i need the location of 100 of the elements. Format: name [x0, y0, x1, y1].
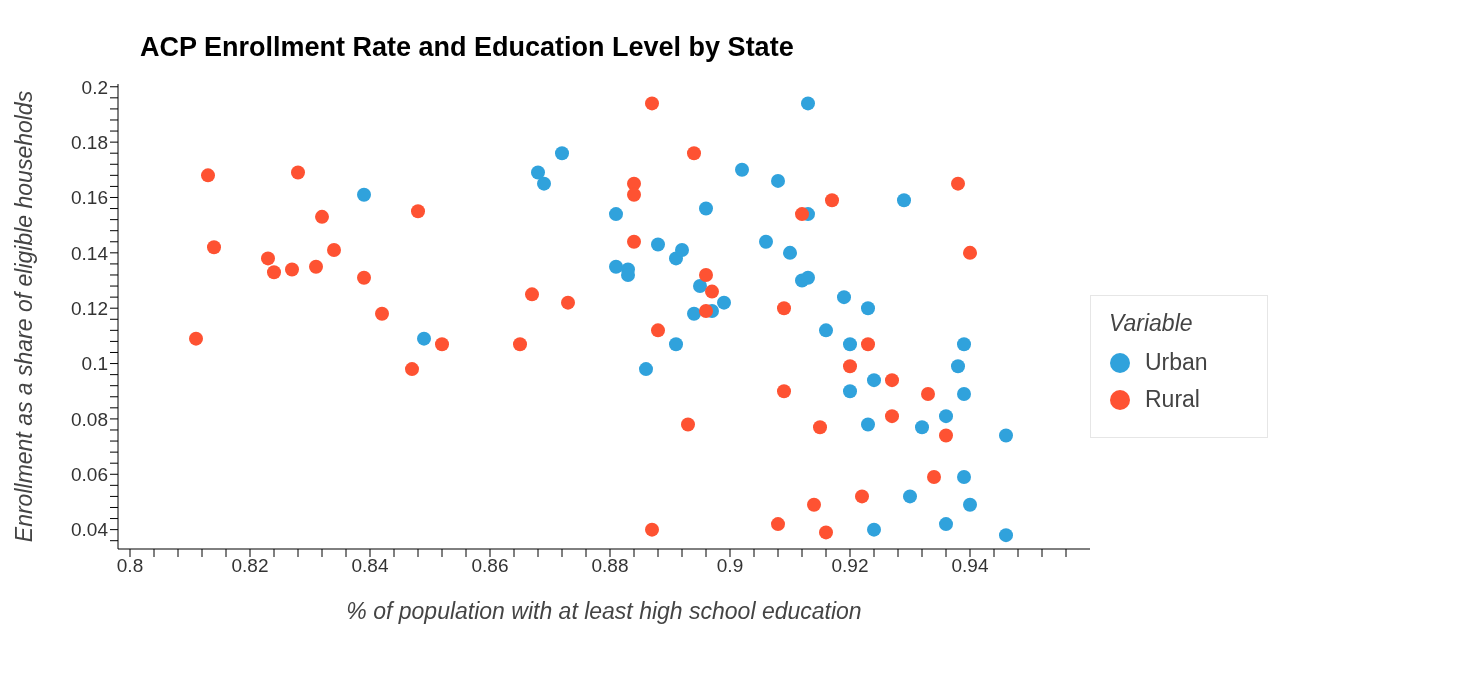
- point: [903, 489, 917, 504]
- point: [855, 489, 869, 504]
- point: [261, 251, 275, 266]
- point: [885, 409, 899, 424]
- point: [639, 362, 653, 377]
- point: [609, 259, 623, 274]
- point: [675, 243, 689, 258]
- chart-title: ACP Enrollment Rate and Education Level by State: [139, 31, 795, 64]
- point: [801, 96, 815, 111]
- y-tick-label: 0.18: [71, 131, 108, 153]
- point: [651, 237, 665, 252]
- point: [867, 522, 881, 537]
- point: [861, 337, 875, 352]
- legend-label: Rural: [1145, 386, 1200, 413]
- point: [285, 262, 299, 277]
- point: [717, 295, 731, 310]
- point: [651, 323, 665, 338]
- point: [885, 373, 899, 388]
- legend-label: Urban: [1145, 349, 1208, 376]
- point: [957, 337, 971, 352]
- x-tick-label: 0.86: [471, 555, 509, 577]
- point: [561, 295, 575, 310]
- point: [963, 245, 977, 260]
- point: [771, 517, 785, 532]
- point: [201, 168, 215, 183]
- point: [843, 337, 857, 352]
- point: [837, 290, 851, 305]
- point: [537, 176, 551, 191]
- point: [645, 96, 659, 111]
- point: [327, 243, 341, 258]
- point: [999, 528, 1013, 543]
- point: [957, 470, 971, 485]
- x-axis-title: % of population with at least high school education: [346, 598, 862, 624]
- point: [735, 162, 749, 177]
- point: [681, 417, 695, 432]
- point: [777, 301, 791, 316]
- point: [411, 204, 425, 219]
- point: [699, 201, 713, 216]
- point: [843, 359, 857, 374]
- x-tick-label: 0.8: [116, 555, 144, 577]
- point: [825, 193, 839, 208]
- point: [963, 497, 977, 512]
- point: [813, 420, 827, 435]
- point: [357, 187, 371, 202]
- point: [777, 384, 791, 399]
- x-tick-label: 0.88: [591, 555, 629, 577]
- point: [189, 331, 203, 346]
- point: [939, 409, 953, 424]
- point: [267, 265, 281, 280]
- point: [897, 193, 911, 208]
- x-tick-label: 0.92: [831, 555, 869, 577]
- y-tick-label: 0.06: [71, 464, 108, 486]
- point: [531, 165, 545, 180]
- point: [939, 428, 953, 443]
- point: [819, 323, 833, 338]
- point: [669, 337, 683, 352]
- y-tick-label: 0.08: [71, 408, 108, 430]
- point: [783, 245, 797, 260]
- point: [699, 267, 713, 282]
- point: [915, 420, 929, 435]
- x-tick-label: 0.9: [716, 555, 744, 577]
- point: [921, 387, 935, 401]
- point: [435, 337, 449, 352]
- point: [645, 522, 659, 537]
- y-tick-label: 0.2: [81, 76, 108, 98]
- point: [375, 306, 389, 321]
- point: [417, 331, 431, 346]
- point: [357, 270, 371, 285]
- point: [291, 165, 305, 180]
- point: [951, 359, 965, 374]
- point: [705, 284, 719, 299]
- point: [687, 306, 701, 321]
- point: [699, 303, 713, 318]
- point: [759, 234, 773, 249]
- point: [627, 187, 641, 202]
- y-tick-label: 0.04: [71, 519, 109, 541]
- point: [687, 146, 701, 161]
- point: [807, 497, 821, 512]
- y-axis-title: Enrollment as a share of eligible households: [11, 90, 38, 543]
- point: [939, 517, 953, 532]
- point: [951, 176, 965, 191]
- point: [555, 146, 569, 161]
- point: [627, 234, 641, 249]
- x-tick-label: 0.82: [231, 555, 269, 577]
- point: [795, 207, 809, 222]
- point: [771, 173, 785, 188]
- point: [861, 301, 875, 316]
- point: [861, 417, 875, 432]
- point: [819, 525, 833, 540]
- point: [609, 207, 623, 222]
- point: [927, 470, 941, 485]
- x-tick-label: 0.94: [951, 555, 989, 577]
- point: [693, 279, 707, 294]
- point: [525, 287, 539, 302]
- point: [315, 209, 329, 224]
- point: [843, 384, 857, 399]
- point: [999, 428, 1013, 443]
- point: [801, 270, 815, 285]
- point: [867, 373, 881, 388]
- legend-title: Variable: [1109, 310, 1194, 337]
